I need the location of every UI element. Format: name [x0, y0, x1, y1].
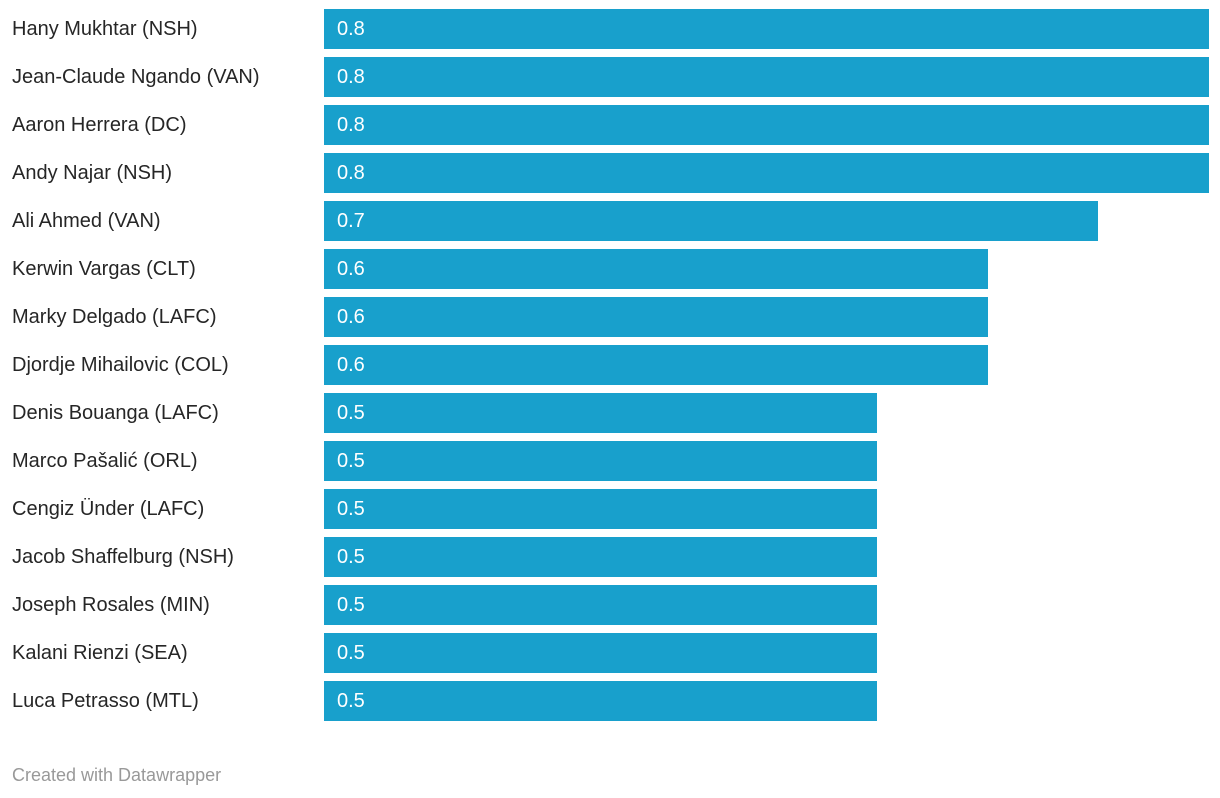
bar-track: 0.5: [324, 393, 1209, 433]
value-label: 0.8: [337, 161, 365, 184]
bar: 0.8: [324, 105, 1209, 145]
category-label: Luca Petrasso (MTL): [12, 689, 199, 712]
chart-row: Marco Pašalić (ORL) 0.5: [0, 437, 1209, 485]
value-label: 0.5: [337, 497, 365, 520]
bar-track: 0.5: [324, 585, 1209, 625]
category-label: Kerwin Vargas (CLT): [12, 257, 196, 280]
chart-row: Jean-Claude Ngando (VAN) 0.8: [0, 53, 1209, 101]
chart-row: Cengiz Ünder (LAFC) 0.5: [0, 485, 1209, 533]
chart-row: Djordje Mihailovic (COL) 0.6: [0, 341, 1209, 389]
value-label: 0.5: [337, 545, 365, 568]
category-label: Andy Najar (NSH): [12, 161, 173, 184]
bar: 0.8: [324, 153, 1209, 193]
bar: 0.6: [324, 297, 988, 337]
bar-track: 0.5: [324, 633, 1209, 673]
chart-row: Kalani Rienzi (SEA) 0.5: [0, 629, 1209, 677]
bar-track: 0.5: [324, 537, 1209, 577]
bar-track: 0.6: [324, 297, 1209, 337]
bar-track: 0.6: [324, 345, 1209, 385]
chart-row: Luca Petrasso (MTL) 0.5: [0, 677, 1209, 725]
value-label: 0.8: [337, 17, 365, 40]
bar-track: 0.7: [324, 201, 1209, 241]
category-label: Marky Delgado (LAFC): [12, 305, 217, 328]
bar-track: 0.8: [324, 105, 1209, 145]
chart-row: Hany Mukhtar (NSH) 0.8: [0, 5, 1209, 53]
chart-row: Kerwin Vargas (CLT) 0.6: [0, 245, 1209, 293]
chart-row: Joseph Rosales (MIN) 0.5: [0, 581, 1209, 629]
category-label: Joseph Rosales (MIN): [12, 593, 210, 616]
bar: 0.6: [324, 345, 988, 385]
bar-track: 0.8: [324, 9, 1209, 49]
bar: 0.5: [324, 633, 878, 673]
category-label: Djordje Mihailovic (COL): [12, 353, 229, 376]
value-label: 0.8: [337, 113, 365, 136]
bar: 0.5: [324, 441, 878, 481]
category-label: Jacob Shaffelburg (NSH): [12, 545, 234, 568]
value-label: 0.5: [337, 401, 365, 424]
category-label: Aaron Herrera (DC): [12, 113, 187, 136]
value-label: 0.6: [337, 353, 365, 376]
category-label: Ali Ahmed (VAN): [12, 209, 161, 232]
value-label: 0.5: [337, 593, 365, 616]
bar: 0.8: [324, 9, 1209, 49]
value-label: 0.5: [337, 689, 365, 712]
chart-row: Ali Ahmed (VAN) 0.7: [0, 197, 1209, 245]
value-label: 0.6: [337, 257, 365, 280]
chart-rows: Hany Mukhtar (NSH) 0.8 Jean-Claude Ngando …: [0, 5, 1209, 725]
bar: 0.5: [324, 681, 878, 721]
bar-track: 0.5: [324, 681, 1209, 721]
bar-track: 0.5: [324, 441, 1209, 481]
chart-row: Aaron Herrera (DC) 0.8: [0, 101, 1209, 149]
bar-track: 0.6: [324, 249, 1209, 289]
chart-row: Jacob Shaffelburg (NSH) 0.5: [0, 533, 1209, 581]
bar: 0.5: [324, 489, 878, 529]
bar: 0.5: [324, 537, 878, 577]
category-label: Hany Mukhtar (NSH): [12, 17, 198, 40]
value-label: 0.5: [337, 641, 365, 664]
chart-row: Denis Bouanga (LAFC) 0.5: [0, 389, 1209, 437]
value-label: 0.5: [337, 449, 365, 472]
category-label: Denis Bouanga (LAFC): [12, 401, 219, 424]
bar: 0.5: [324, 585, 878, 625]
value-label: 0.6: [337, 305, 365, 328]
bar: 0.5: [324, 393, 878, 433]
bar: 0.8: [324, 57, 1209, 97]
value-label: 0.7: [337, 209, 365, 232]
bar: 0.6: [324, 249, 988, 289]
category-label: Marco Pašalić (ORL): [12, 449, 198, 472]
category-label: Jean-Claude Ngando (VAN): [12, 65, 260, 88]
bar: 0.7: [324, 201, 1099, 241]
datawrapper-attribution-link[interactable]: Created with Datawrapper: [12, 765, 222, 785]
bar-track: 0.8: [324, 153, 1209, 193]
category-label: Cengiz Ünder (LAFC): [12, 497, 205, 520]
chart-row: Marky Delgado (LAFC) 0.6: [0, 293, 1209, 341]
bar-track: 0.5: [324, 489, 1209, 529]
chart-row: Andy Najar (NSH) 0.8: [0, 149, 1209, 197]
bar-track: 0.8: [324, 57, 1209, 97]
category-label: Kalani Rienzi (SEA): [12, 641, 188, 664]
value-label: 0.8: [337, 65, 365, 88]
